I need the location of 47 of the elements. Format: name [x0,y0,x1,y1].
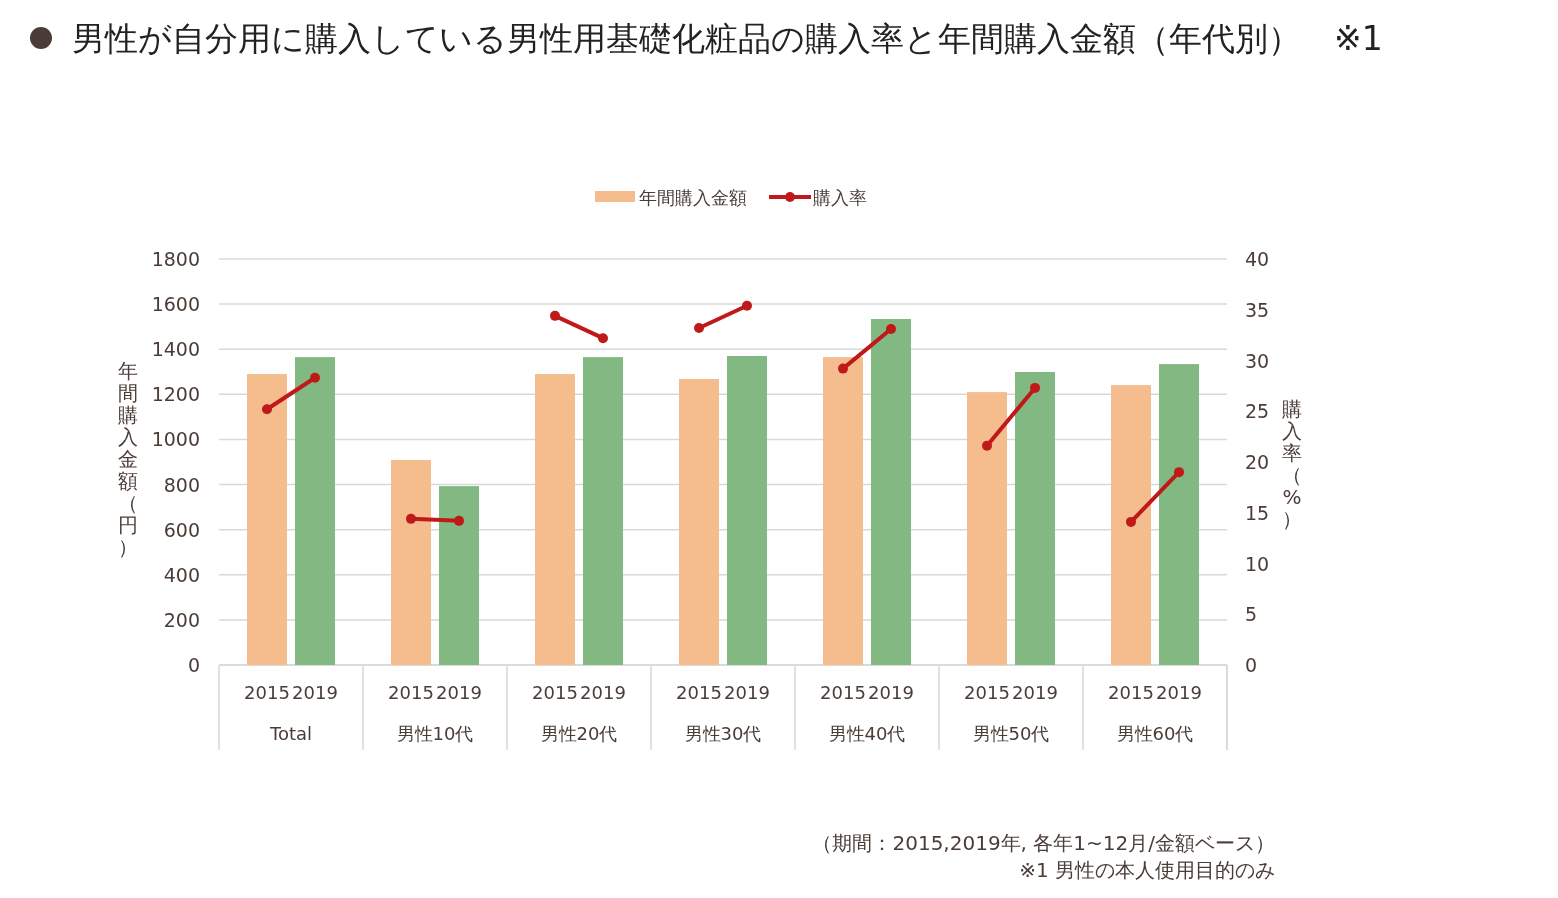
y-tick-label: 200 [163,608,200,631]
y-tick-label: 600 [163,518,200,541]
x-tick-label: 2015 [676,682,722,703]
text: 男性60代 [1116,723,1194,744]
text: 男性30代 [684,723,762,744]
text: Total [268,723,313,744]
x-tick-label: 2019 [580,682,626,703]
y2-tick-label: 5 [1245,603,1258,626]
chart-title: 男性が自分用に購入している男性用基礎化粧品の購入率と年間購入金額（年代別） ※1 [72,19,1383,58]
x-tick-label: 2015 [820,682,866,703]
y2-tick-label: 25 [1245,400,1270,423]
x-tick-label: 2015 [532,682,578,703]
y2-tick-label: 10 [1245,552,1270,575]
x-tick-label: 2019 [436,682,482,703]
y-tick-label: 0 [187,654,200,676]
y-tick-label: 800 [163,473,200,496]
text: 年間購入金額（円） [118,359,138,559]
y-tick-label: 1600 [151,293,200,316]
y-tick-label: 1400 [151,338,200,361]
y2-tick-label: 35 [1245,298,1270,321]
x-tick-label: 2019 [1012,682,1058,703]
y2-tick-label: 30 [1245,349,1270,372]
x-tick-label: 2015 [964,682,1010,703]
x-tick-label: 2019 [292,682,338,703]
y2-axis-title: 購入率（%） [1282,397,1302,531]
text: 男性50代 [972,723,1050,744]
y2-tick-label: 20 [1245,451,1270,473]
y2-tick-label: 0 [1245,654,1258,676]
x-tick-label: 2015 [1108,682,1154,703]
x-tick-label: 2019 [1156,682,1202,703]
text: 男性20代 [540,723,618,744]
y-tick-label: 1800 [151,248,200,270]
text: ※1 男性の本人使用目的のみ [1019,858,1275,882]
text: （期間：2015,2019年, 各年1~12月/金額ベース） [812,831,1275,855]
y-tick-label: 400 [163,563,200,586]
y2-tick-label: 40 [1245,248,1270,270]
y-tick-label: 1000 [151,428,200,451]
x-tick-label: 2015 [244,682,290,703]
legend-label: 購入率 [813,187,867,208]
text: 男性10代 [396,723,474,744]
text: 男性40代 [828,723,906,744]
x-tick-label: 2015 [388,682,434,703]
x-tick-label: 2019 [724,682,770,703]
y-tick-label: 1200 [151,383,200,406]
legend-label: 年間購入金額 [639,187,747,208]
y2-tick-label: 15 [1245,501,1270,524]
x-tick-label: 2019 [868,682,914,703]
